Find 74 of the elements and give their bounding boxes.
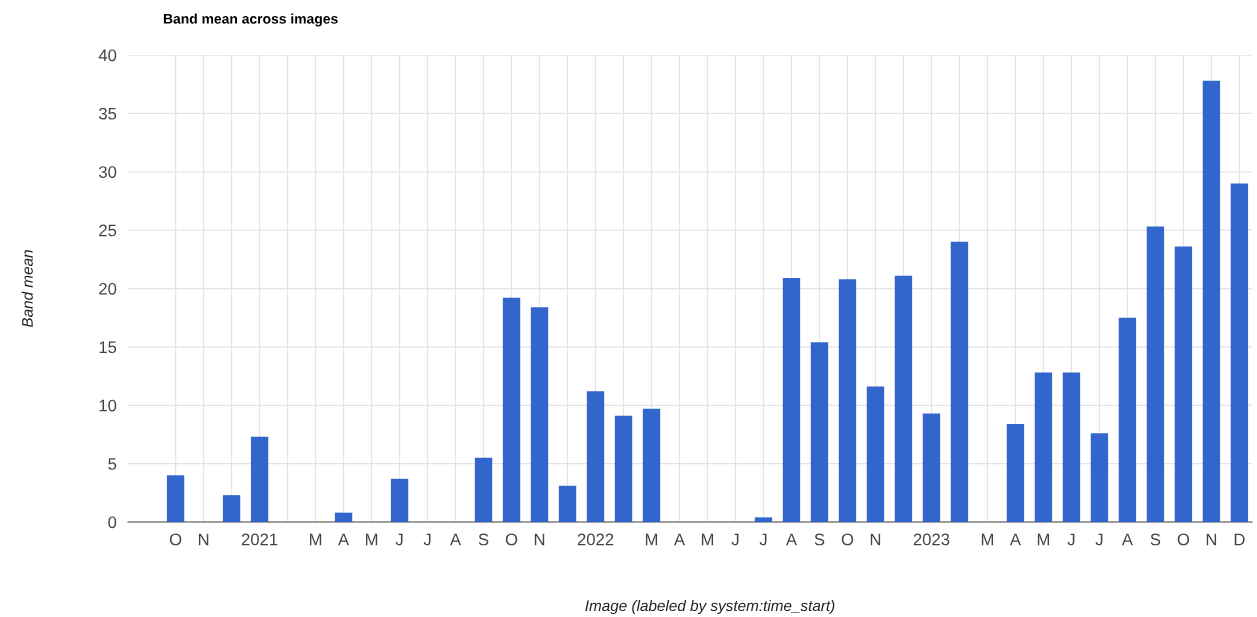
bar xyxy=(922,413,941,522)
y-axis-title: Band mean xyxy=(21,250,33,328)
x-tick-label: J xyxy=(759,533,767,546)
bar xyxy=(530,307,549,522)
x-tick-label: J xyxy=(395,533,403,546)
bar xyxy=(1174,246,1193,522)
x-tick-label: J xyxy=(731,533,739,546)
x-tick-label: O xyxy=(1177,533,1190,546)
bar xyxy=(1202,80,1221,522)
bar xyxy=(782,277,801,522)
x-tick-label: J xyxy=(423,533,431,546)
y-tick-label: 0 xyxy=(108,516,117,529)
y-tick-label: 35 xyxy=(98,107,117,120)
x-tick-label: 2023 xyxy=(913,533,950,546)
bar xyxy=(166,475,185,522)
x-tick-label: O xyxy=(505,533,518,546)
x-tick-label: S xyxy=(1150,533,1161,546)
y-tick-label: 10 xyxy=(99,399,117,412)
x-tick-label: D xyxy=(1234,533,1245,546)
y-tick-label: 5 xyxy=(108,458,117,470)
x-tick-label: 2022 xyxy=(577,533,614,546)
bar xyxy=(838,279,857,522)
x-tick-label: M xyxy=(981,533,994,546)
bar xyxy=(1006,423,1025,522)
bar xyxy=(390,478,409,522)
y-tick-label: 25 xyxy=(99,224,117,237)
x-tick-label: M xyxy=(1037,533,1050,546)
bar xyxy=(1118,317,1137,522)
bar xyxy=(1146,226,1165,522)
x-tick-label: M xyxy=(309,533,322,546)
y-tick-label: 15 xyxy=(99,341,117,354)
x-tick-label: O xyxy=(169,533,182,546)
bar xyxy=(474,457,493,522)
chart-title: Band mean across images xyxy=(163,13,338,27)
x-tick-label: S xyxy=(814,533,825,546)
bar xyxy=(222,495,241,522)
bar xyxy=(1034,372,1053,522)
bar xyxy=(558,485,577,522)
x-tick-label: A xyxy=(673,533,686,546)
y-tick-label: 40 xyxy=(98,49,117,62)
x-tick-label: N xyxy=(870,533,881,546)
x-tick-label: A xyxy=(1121,533,1133,546)
y-tick-label: 20 xyxy=(99,282,117,295)
bar xyxy=(642,408,661,522)
bar xyxy=(810,342,829,522)
x-tick-label: M xyxy=(365,533,378,546)
bar xyxy=(1090,433,1109,522)
bar xyxy=(502,297,521,522)
x-tick-label: O xyxy=(841,533,854,546)
bar xyxy=(614,415,633,522)
x-tick-label: M xyxy=(701,533,714,546)
bar xyxy=(586,391,605,522)
x-tick-label: A xyxy=(338,533,350,546)
x-tick-label: A xyxy=(1009,533,1021,546)
x-tick-label: 2021 xyxy=(241,533,278,546)
x-tick-label: M xyxy=(645,533,658,546)
bar xyxy=(754,517,773,522)
bar xyxy=(1062,372,1081,522)
bar xyxy=(894,275,913,522)
x-tick-label: J xyxy=(1095,533,1103,546)
y-tick-label: 30 xyxy=(98,166,117,178)
x-tick-label: N xyxy=(534,533,545,546)
x-tick-label: A xyxy=(785,533,798,546)
x-axis-title: Image (labeled by system:time_start) xyxy=(585,599,835,615)
x-tick-label: N xyxy=(1206,533,1217,546)
bar xyxy=(250,436,269,522)
x-tick-label: N xyxy=(198,533,209,546)
bar xyxy=(334,512,353,522)
bar xyxy=(866,386,885,522)
x-tick-label: J xyxy=(1067,533,1075,546)
bar xyxy=(1230,183,1249,522)
x-tick-label: S xyxy=(478,533,489,546)
x-tick-label: A xyxy=(450,533,462,546)
bar xyxy=(950,241,969,522)
